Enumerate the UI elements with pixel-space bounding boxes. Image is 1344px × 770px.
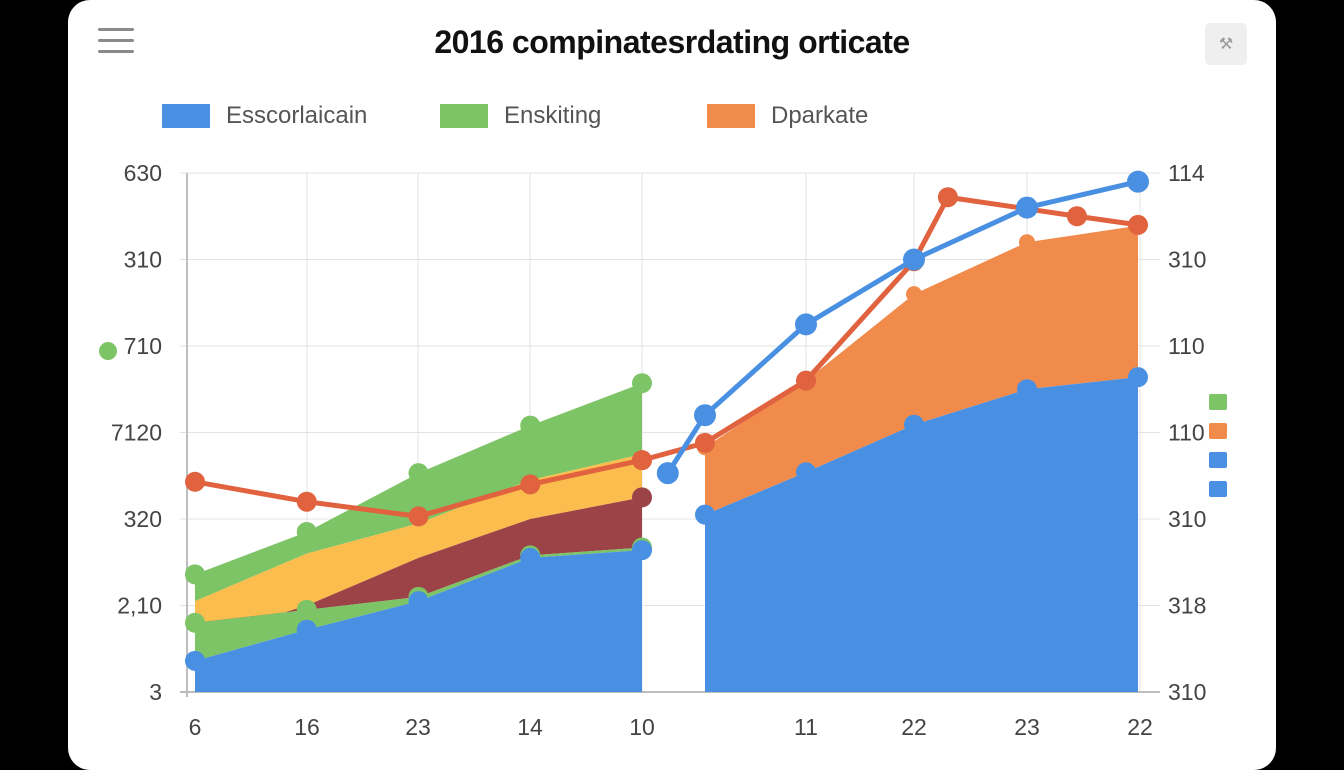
area-blue-left (195, 550, 642, 692)
area-maroon-band (195, 497, 642, 641)
point-dparkate-right (1128, 214, 1148, 235)
point-blue-area-right (904, 414, 924, 435)
point-blue-area-right (796, 462, 816, 483)
y-tick-left: 320 (124, 506, 162, 532)
chart-plot: 3 2,10 320 7120 710 310 630 310 318 310 110 110 310 1… (99, 160, 1227, 740)
point-esscorlaicain-right (903, 248, 925, 271)
legend-label: Esscorlaicain (226, 102, 368, 129)
point-esscorlaicain-right (694, 404, 716, 427)
point-green-top (296, 521, 317, 542)
x-tick: 6 (189, 714, 202, 740)
point-dparkate-left (408, 506, 429, 527)
y-tick-left: 2,10 (117, 593, 162, 619)
y-tick-left: 7120 (111, 420, 162, 446)
point-blue-left (520, 547, 541, 568)
y-tick-left: 710 (124, 333, 162, 359)
x-tick: 22 (901, 714, 927, 740)
legend-item-esscorlaicain[interactable]: Esscorlaicain (162, 102, 368, 129)
x-tick: 22 (1127, 714, 1153, 740)
point-orange-area-right (1019, 234, 1035, 251)
right-legend-marker (1209, 423, 1227, 439)
x-tick: 23 (405, 714, 431, 740)
area-yellow-band (195, 454, 642, 641)
point-esscorlaicain-right (656, 462, 679, 485)
y-tick-right: 310 (1168, 679, 1206, 705)
y-tick-right: 110 (1168, 420, 1205, 446)
point-dparkate-left (520, 474, 541, 495)
x-tick: 16 (294, 714, 320, 740)
point-green-low (185, 612, 205, 633)
point-dparkate-right (632, 450, 652, 471)
y-tick-left: 310 (124, 247, 162, 273)
point-dparkate-right (695, 432, 715, 453)
legend-swatch-green (440, 104, 488, 128)
point-blue-left (185, 650, 205, 671)
chart-title: 2016 compinatesrdating orticate (434, 24, 910, 60)
y-tick-right: 318 (1168, 593, 1206, 619)
y-tick-right: 114 (1168, 160, 1205, 186)
x-tick: 11 (794, 714, 818, 740)
point-dparkate-left (185, 471, 205, 492)
line-esscorlaicain-right (665, 179, 1139, 475)
point-esscorlaicain-right (795, 313, 817, 336)
point-dparkate-left (296, 491, 317, 512)
y-tick-left: 3 (149, 679, 162, 705)
area-blue-right (705, 377, 1138, 692)
right-legend-marker (1209, 452, 1227, 468)
x-tick: 14 (517, 714, 543, 740)
hamburger-menu-icon[interactable] (98, 28, 134, 58)
legend-swatch-blue (162, 104, 210, 128)
point-dparkate-right (937, 187, 958, 208)
legend-label: Enskiting (504, 102, 602, 129)
point-green-top (185, 564, 205, 585)
y-tick-left: 630 (124, 160, 162, 186)
point-blue-left (408, 591, 429, 612)
point-green-top (408, 463, 429, 484)
right-legend-marker (1209, 394, 1227, 410)
point-maroon (632, 487, 652, 508)
point-green-top (632, 373, 652, 394)
point-esscorlaicain-right (1016, 196, 1038, 219)
point-green-top (520, 415, 541, 436)
point-blue-area-right (1128, 367, 1148, 388)
point-blue-left (296, 619, 317, 640)
legend-item-enskiting[interactable]: Enskiting (440, 102, 602, 129)
legend-item-dparkate[interactable]: Dparkate (707, 102, 869, 129)
point-dparkate-right (1066, 206, 1087, 227)
legend-label: Dparkate (771, 102, 869, 129)
point-blue-left (632, 540, 652, 561)
x-tick: 23 (1014, 714, 1040, 740)
right-legend-marker (1209, 481, 1227, 497)
area-green-band (195, 383, 642, 602)
y-tick-right: 310 (1168, 506, 1206, 532)
point-green-low (296, 599, 317, 620)
left-series-marker (99, 342, 117, 360)
point-blue-area-right (1017, 379, 1037, 400)
area-orange-right (705, 225, 1138, 515)
y-tick-right: 310 (1168, 247, 1206, 273)
wrench-icon[interactable]: ⚒ (1205, 23, 1247, 65)
point-esscorlaicain-right (1127, 170, 1149, 193)
point-blue-area-right (695, 504, 715, 525)
x-tick: 10 (629, 714, 655, 740)
y-tick-right: 110 (1168, 333, 1205, 359)
point-orange-area-right (906, 286, 922, 303)
legend-swatch-orange (707, 104, 755, 128)
point-dparkate-right (796, 370, 816, 391)
